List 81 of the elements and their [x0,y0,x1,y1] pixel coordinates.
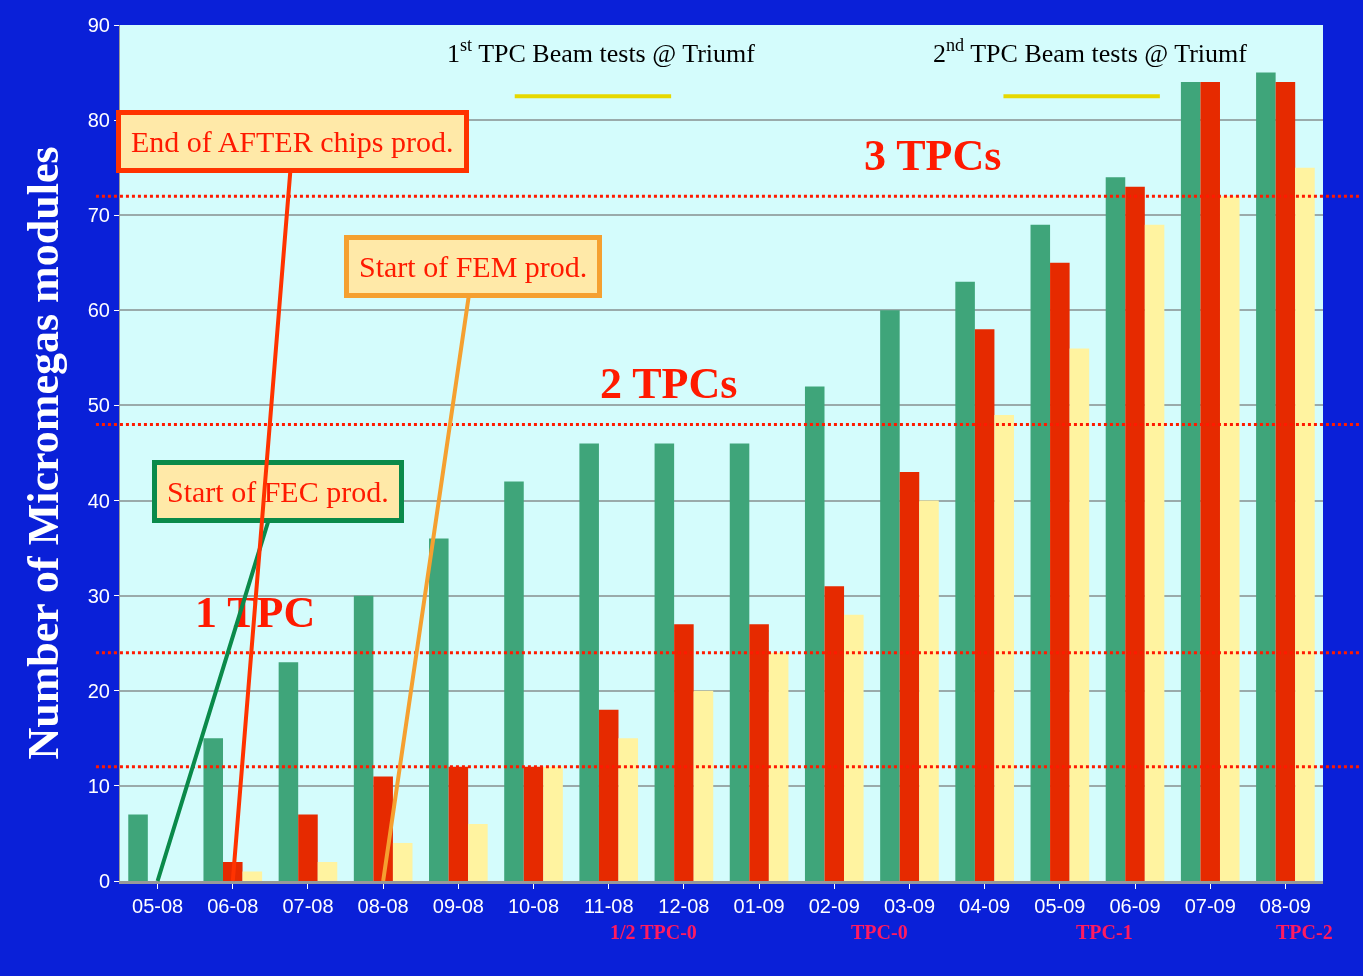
bar [1069,348,1090,881]
x-tick-label: 08-09 [1259,895,1311,917]
y-tick-label: 50 [87,394,110,417]
bar [654,443,675,881]
bar [1275,82,1296,881]
y-tick-label: 10 [87,774,110,797]
bar [523,766,544,881]
annotation: Start of FEM prod. [359,250,588,283]
bar [844,614,864,881]
x-tick-label: 06-09 [1109,895,1161,917]
x-tick-label: 05-09 [1034,895,1086,917]
bar [693,690,714,881]
bar [768,652,789,881]
bar [804,386,825,881]
bar [1050,262,1070,881]
bar [298,814,318,881]
text: TPC-1 [1076,921,1133,943]
bar [994,414,1014,881]
x-tick-label: 03-09 [883,895,936,917]
bar [1200,82,1220,881]
x-tick-label: 11-08 [583,895,634,917]
ref-line-label: 2 TPCs [600,359,738,408]
y-tick-label: 20 [87,679,110,702]
y-tick-label: 60 [87,299,110,322]
bar [1144,224,1165,881]
x-tick-label: 05-08 [132,895,184,917]
x-tick-label: 12-08 [658,895,710,917]
bar [353,595,374,881]
bar [899,472,920,881]
x-tick-label: 01-09 [733,895,785,917]
x-tick-label: 10-08 [507,895,560,917]
bar [203,738,224,881]
bar [824,586,845,881]
bar [1295,167,1315,881]
bar [468,823,488,881]
bar [955,281,975,881]
y-tick-label: 90 [87,14,110,36]
annotation: 1$^{st}$ TPC Beam tests @ Triumf [447,35,756,68]
x-tick-label: 08-08 [357,895,409,917]
y-tick-label: 0 [98,870,110,892]
bar [1219,196,1240,881]
bar [1105,177,1126,881]
y-axis-title: Number of Micromegas modules [18,146,68,760]
bar [429,538,449,881]
x-tick-label: 02-09 [808,895,860,917]
ref-line-label: 3 TPCs [864,131,1002,180]
bar [278,662,299,881]
x-tick-label: 04-09 [959,895,1011,917]
y-tick-label: 80 [87,109,110,132]
bar [543,766,563,881]
text: TPC-2 [1276,921,1333,943]
bar [504,481,524,881]
x-tick-label: 06-08 [207,895,259,917]
text: TPC-0 [851,921,908,943]
bar [392,842,413,881]
bar [674,624,694,881]
bar [974,329,995,881]
bar [729,443,750,881]
bar [919,500,939,881]
bar [1125,186,1145,881]
bar [618,738,639,881]
annotation: 2$^{nd}$ TPC Beam tests @ Triumf [933,35,1248,68]
bar [128,814,148,881]
x-tick-label: 09-08 [432,895,484,917]
y-tick-label: 40 [87,489,110,512]
bar [448,766,469,881]
bar [598,709,619,881]
x-tick-label: 07-09 [1184,895,1236,917]
annotation: End of AFTER chips prod. [131,125,454,158]
bar [1030,224,1051,881]
x-tick-label: 07-08 [282,895,334,917]
text: 1/2 TPC-0 [610,921,697,943]
bar [749,624,769,881]
bar [1180,82,1201,881]
y-tick-label: 70 [87,204,110,227]
bar [880,310,900,881]
bar [579,443,599,881]
bar [317,861,338,881]
y-tick-label: 30 [87,584,110,607]
bar [242,871,263,881]
bar [1256,72,1276,881]
